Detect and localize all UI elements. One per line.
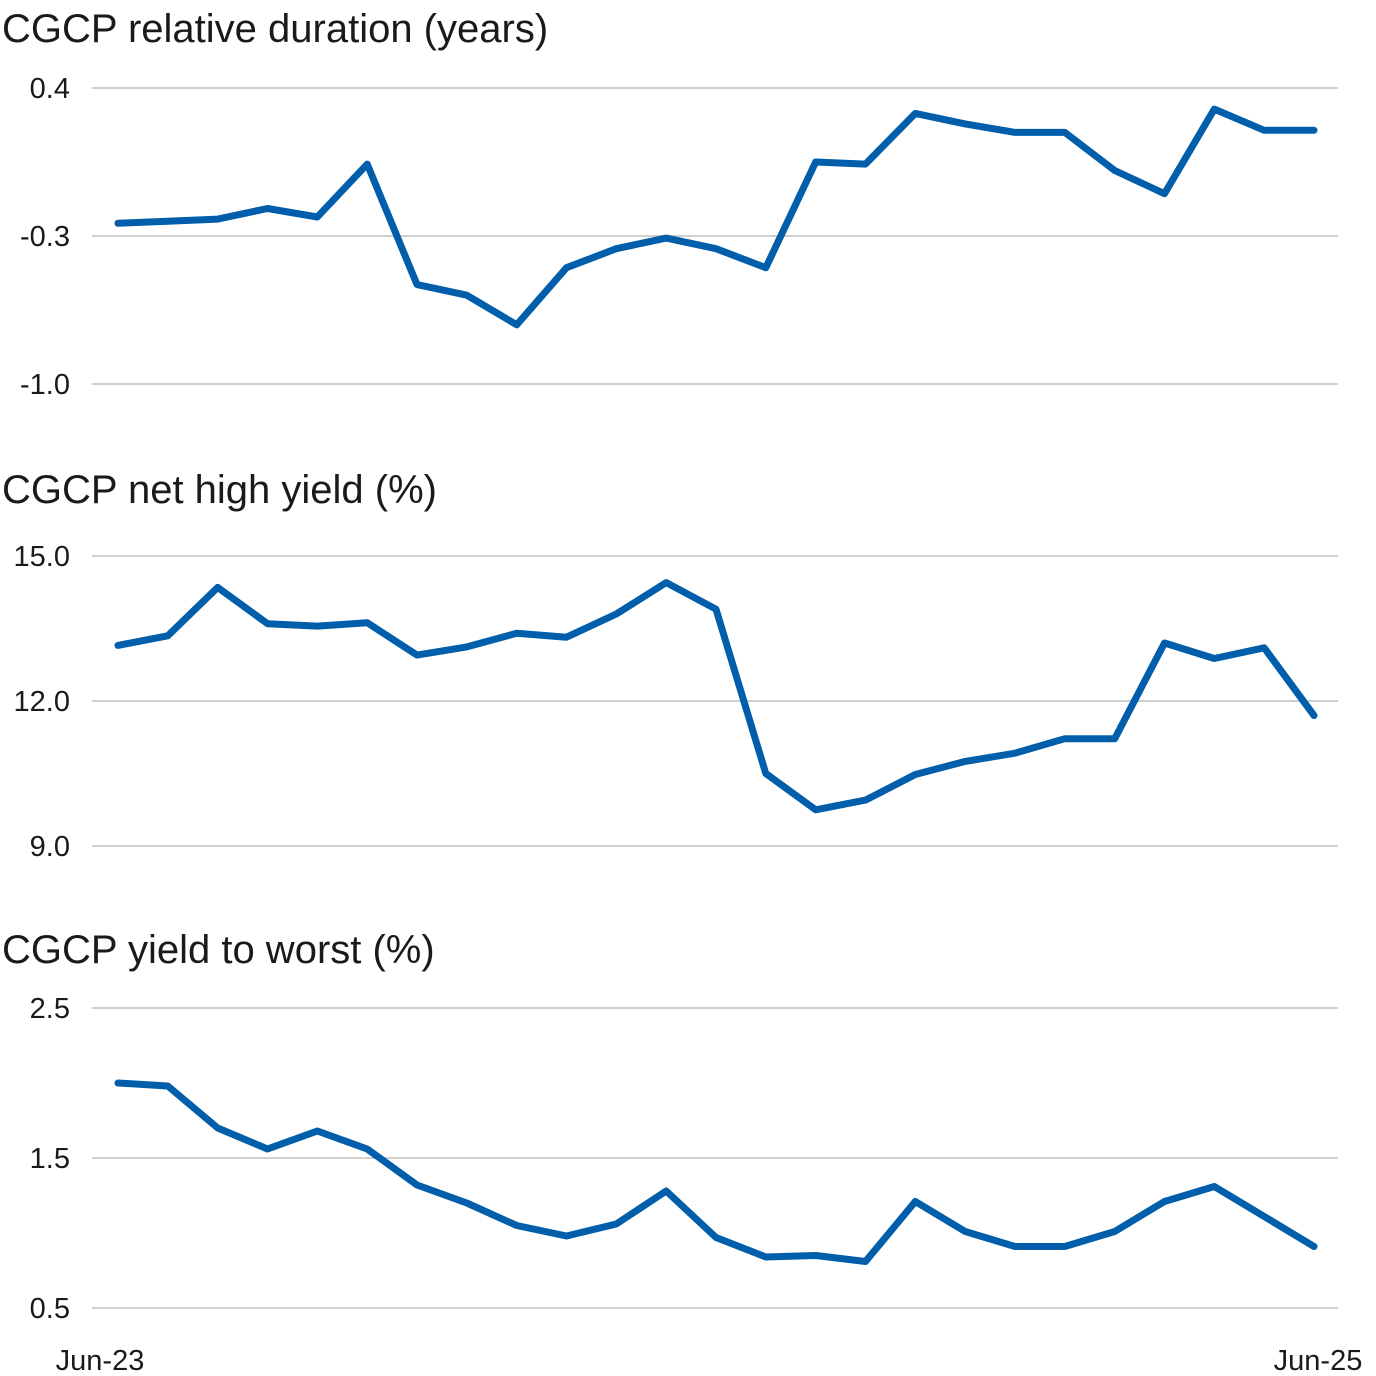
y-tick-label: 9.0 (30, 831, 70, 863)
y-tick-label: 15.0 (14, 541, 70, 573)
chart-panel-1: CGCP relative duration (years) 0.4 -0.3 -1.… (2, 7, 1338, 401)
y-tick-label: 0.5 (30, 1293, 70, 1325)
chart-panel-2: CGCP net high yield (%) 15.0 12.0 9.0 (2, 468, 1338, 863)
y-tick-label: -1.0 (20, 369, 70, 401)
series-line (114, 579, 1318, 814)
y-tick-label: 1.5 (30, 1143, 70, 1175)
panel-title: CGCP relative duration (years) (2, 7, 548, 51)
series-line (114, 1079, 1318, 1265)
x-tick-label-end: Jun-25 (1274, 1345, 1363, 1376)
series-line (114, 105, 1318, 329)
y-tick-label: 12.0 (14, 686, 70, 718)
x-tick-label-start: Jun-23 (56, 1345, 145, 1376)
chart-panel-3: CGCP yield to worst (%) 2.5 1.5 0.5 (2, 928, 1338, 1325)
panel-title: CGCP yield to worst (%) (2, 928, 435, 972)
y-tick-label: -0.3 (20, 221, 70, 253)
y-tick-label: 0.4 (30, 73, 70, 105)
panel-title: CGCP net high yield (%) (2, 468, 437, 512)
y-tick-label: 2.5 (30, 993, 70, 1025)
